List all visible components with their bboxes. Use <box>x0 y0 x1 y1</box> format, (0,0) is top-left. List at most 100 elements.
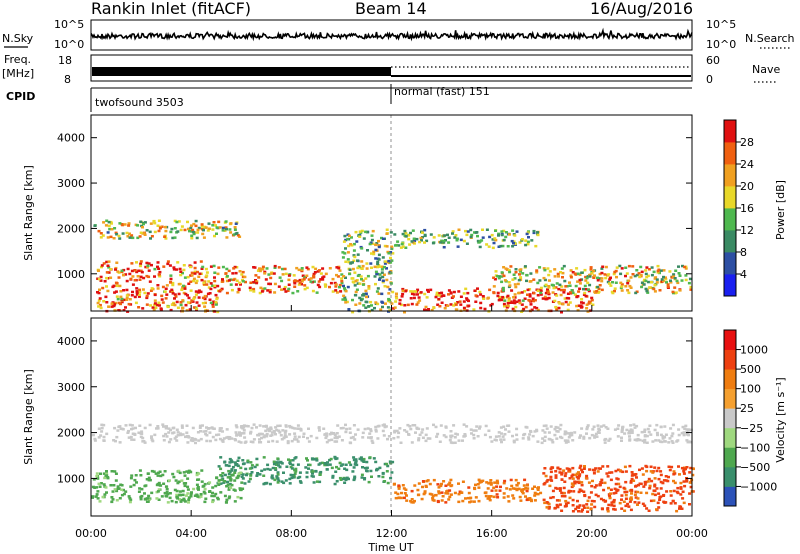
colorbar-swatch <box>724 388 736 409</box>
heatmap-cell <box>173 437 177 440</box>
heatmap-cell <box>492 241 496 245</box>
heatmap-cell <box>481 295 485 298</box>
heatmap-cell <box>239 283 242 286</box>
heatmap-cell <box>155 427 158 430</box>
heatmap-cell <box>217 220 221 224</box>
heatmap-cell <box>225 291 229 295</box>
heatmap-cell <box>536 231 539 234</box>
heatmap-cell <box>680 507 684 510</box>
heatmap-cell <box>114 301 118 305</box>
heatmap-cell <box>529 272 533 275</box>
heatmap-cell <box>454 308 458 311</box>
heatmap-cell <box>351 470 355 473</box>
heatmap-cell <box>274 467 278 470</box>
heatmap-cell <box>685 428 689 431</box>
heatmap-cell <box>115 261 119 264</box>
heatmap-cell <box>419 291 423 294</box>
heatmap-cell <box>93 437 97 441</box>
heatmap-cell <box>181 271 184 275</box>
heatmap-cell <box>623 490 627 494</box>
heatmap-cell <box>383 425 387 429</box>
heatmap-cell <box>593 290 597 294</box>
heatmap-cell <box>109 235 113 239</box>
heatmap-cell <box>514 268 518 271</box>
heatmap-cell <box>267 282 271 286</box>
heatmap-cell <box>655 431 659 435</box>
heatmap-cell <box>148 230 152 234</box>
heatmap-cell <box>467 304 471 307</box>
heatmap-cell <box>293 282 297 285</box>
heatmap-cell <box>229 222 233 225</box>
heatmap-cell <box>444 501 448 504</box>
heatmap-cell <box>318 285 322 289</box>
heatmap-cell <box>525 274 529 277</box>
heatmap-cell <box>386 464 390 468</box>
heatmap-cell <box>283 285 287 289</box>
heatmap-cell <box>209 282 213 285</box>
heatmap-cell <box>169 290 173 293</box>
heatmap-cell <box>664 276 667 279</box>
heatmap-cell <box>662 275 665 279</box>
heatmap-cell <box>557 499 561 502</box>
heatmap-cell <box>243 482 247 485</box>
heatmap-cell <box>112 304 116 308</box>
heatmap-cell <box>618 485 622 489</box>
heatmap-cell <box>360 229 364 233</box>
heatmap-cell <box>655 487 659 490</box>
heatmap-cell <box>178 493 182 497</box>
heatmap-cell <box>139 435 143 439</box>
colorbar-swatch <box>724 427 736 448</box>
heatmap-cell <box>651 471 655 474</box>
heatmap-cell <box>352 242 356 246</box>
heatmap-cell <box>528 299 532 302</box>
heatmap-cell <box>260 469 264 473</box>
heatmap-cell <box>411 501 415 504</box>
heatmap-cell <box>110 496 114 499</box>
heatmap-cell <box>555 294 559 297</box>
heatmap-cell <box>548 270 552 273</box>
colorbar-tick-label: 24 <box>740 158 754 171</box>
heatmap-cell <box>191 439 195 443</box>
heatmap-cell <box>199 430 202 433</box>
heatmap-cell <box>418 433 422 437</box>
heatmap-cell <box>295 438 299 441</box>
heatmap-cell <box>500 298 504 302</box>
heatmap-cell <box>230 288 234 292</box>
heatmap-cell <box>409 231 412 235</box>
heatmap-cell <box>360 247 364 250</box>
heatmap-cell <box>398 427 402 430</box>
heatmap-cell <box>558 467 562 471</box>
heatmap-cell <box>195 307 199 310</box>
heatmap-cell <box>587 481 591 484</box>
colorbar-tick-label: 4 <box>740 268 747 281</box>
heatmap-cell <box>515 433 519 437</box>
heatmap-cell <box>585 303 589 306</box>
heatmap-cell <box>150 436 153 440</box>
heatmap-cell <box>181 307 184 310</box>
heatmap-cell <box>235 266 239 269</box>
heatmap-cell <box>378 273 382 276</box>
heatmap-cell <box>370 308 374 312</box>
heatmap-cell <box>594 467 598 470</box>
heatmap-cell <box>500 432 503 435</box>
heatmap-cell <box>590 503 594 506</box>
heatmap-cell <box>370 234 374 237</box>
heatmap-cell <box>348 272 352 276</box>
heatmap-cell <box>182 264 186 267</box>
heatmap-cell <box>403 429 407 432</box>
heatmap-cell <box>469 500 473 503</box>
heatmap-cell <box>388 288 392 291</box>
heatmap-cell <box>647 509 651 512</box>
heatmap-cell <box>461 480 465 483</box>
heatmap-cell <box>689 485 693 489</box>
heatmap-cell <box>180 424 184 427</box>
heatmap-cell <box>566 308 570 312</box>
velocity-ylabel: Slant Range [km] <box>22 369 35 465</box>
heatmap-cell <box>352 424 356 427</box>
heatmap-cell <box>249 461 253 464</box>
heatmap-cell <box>528 295 532 298</box>
heatmap-cell <box>578 473 582 476</box>
heatmap-cell <box>98 303 102 307</box>
cpid-label: CPID <box>6 90 35 103</box>
